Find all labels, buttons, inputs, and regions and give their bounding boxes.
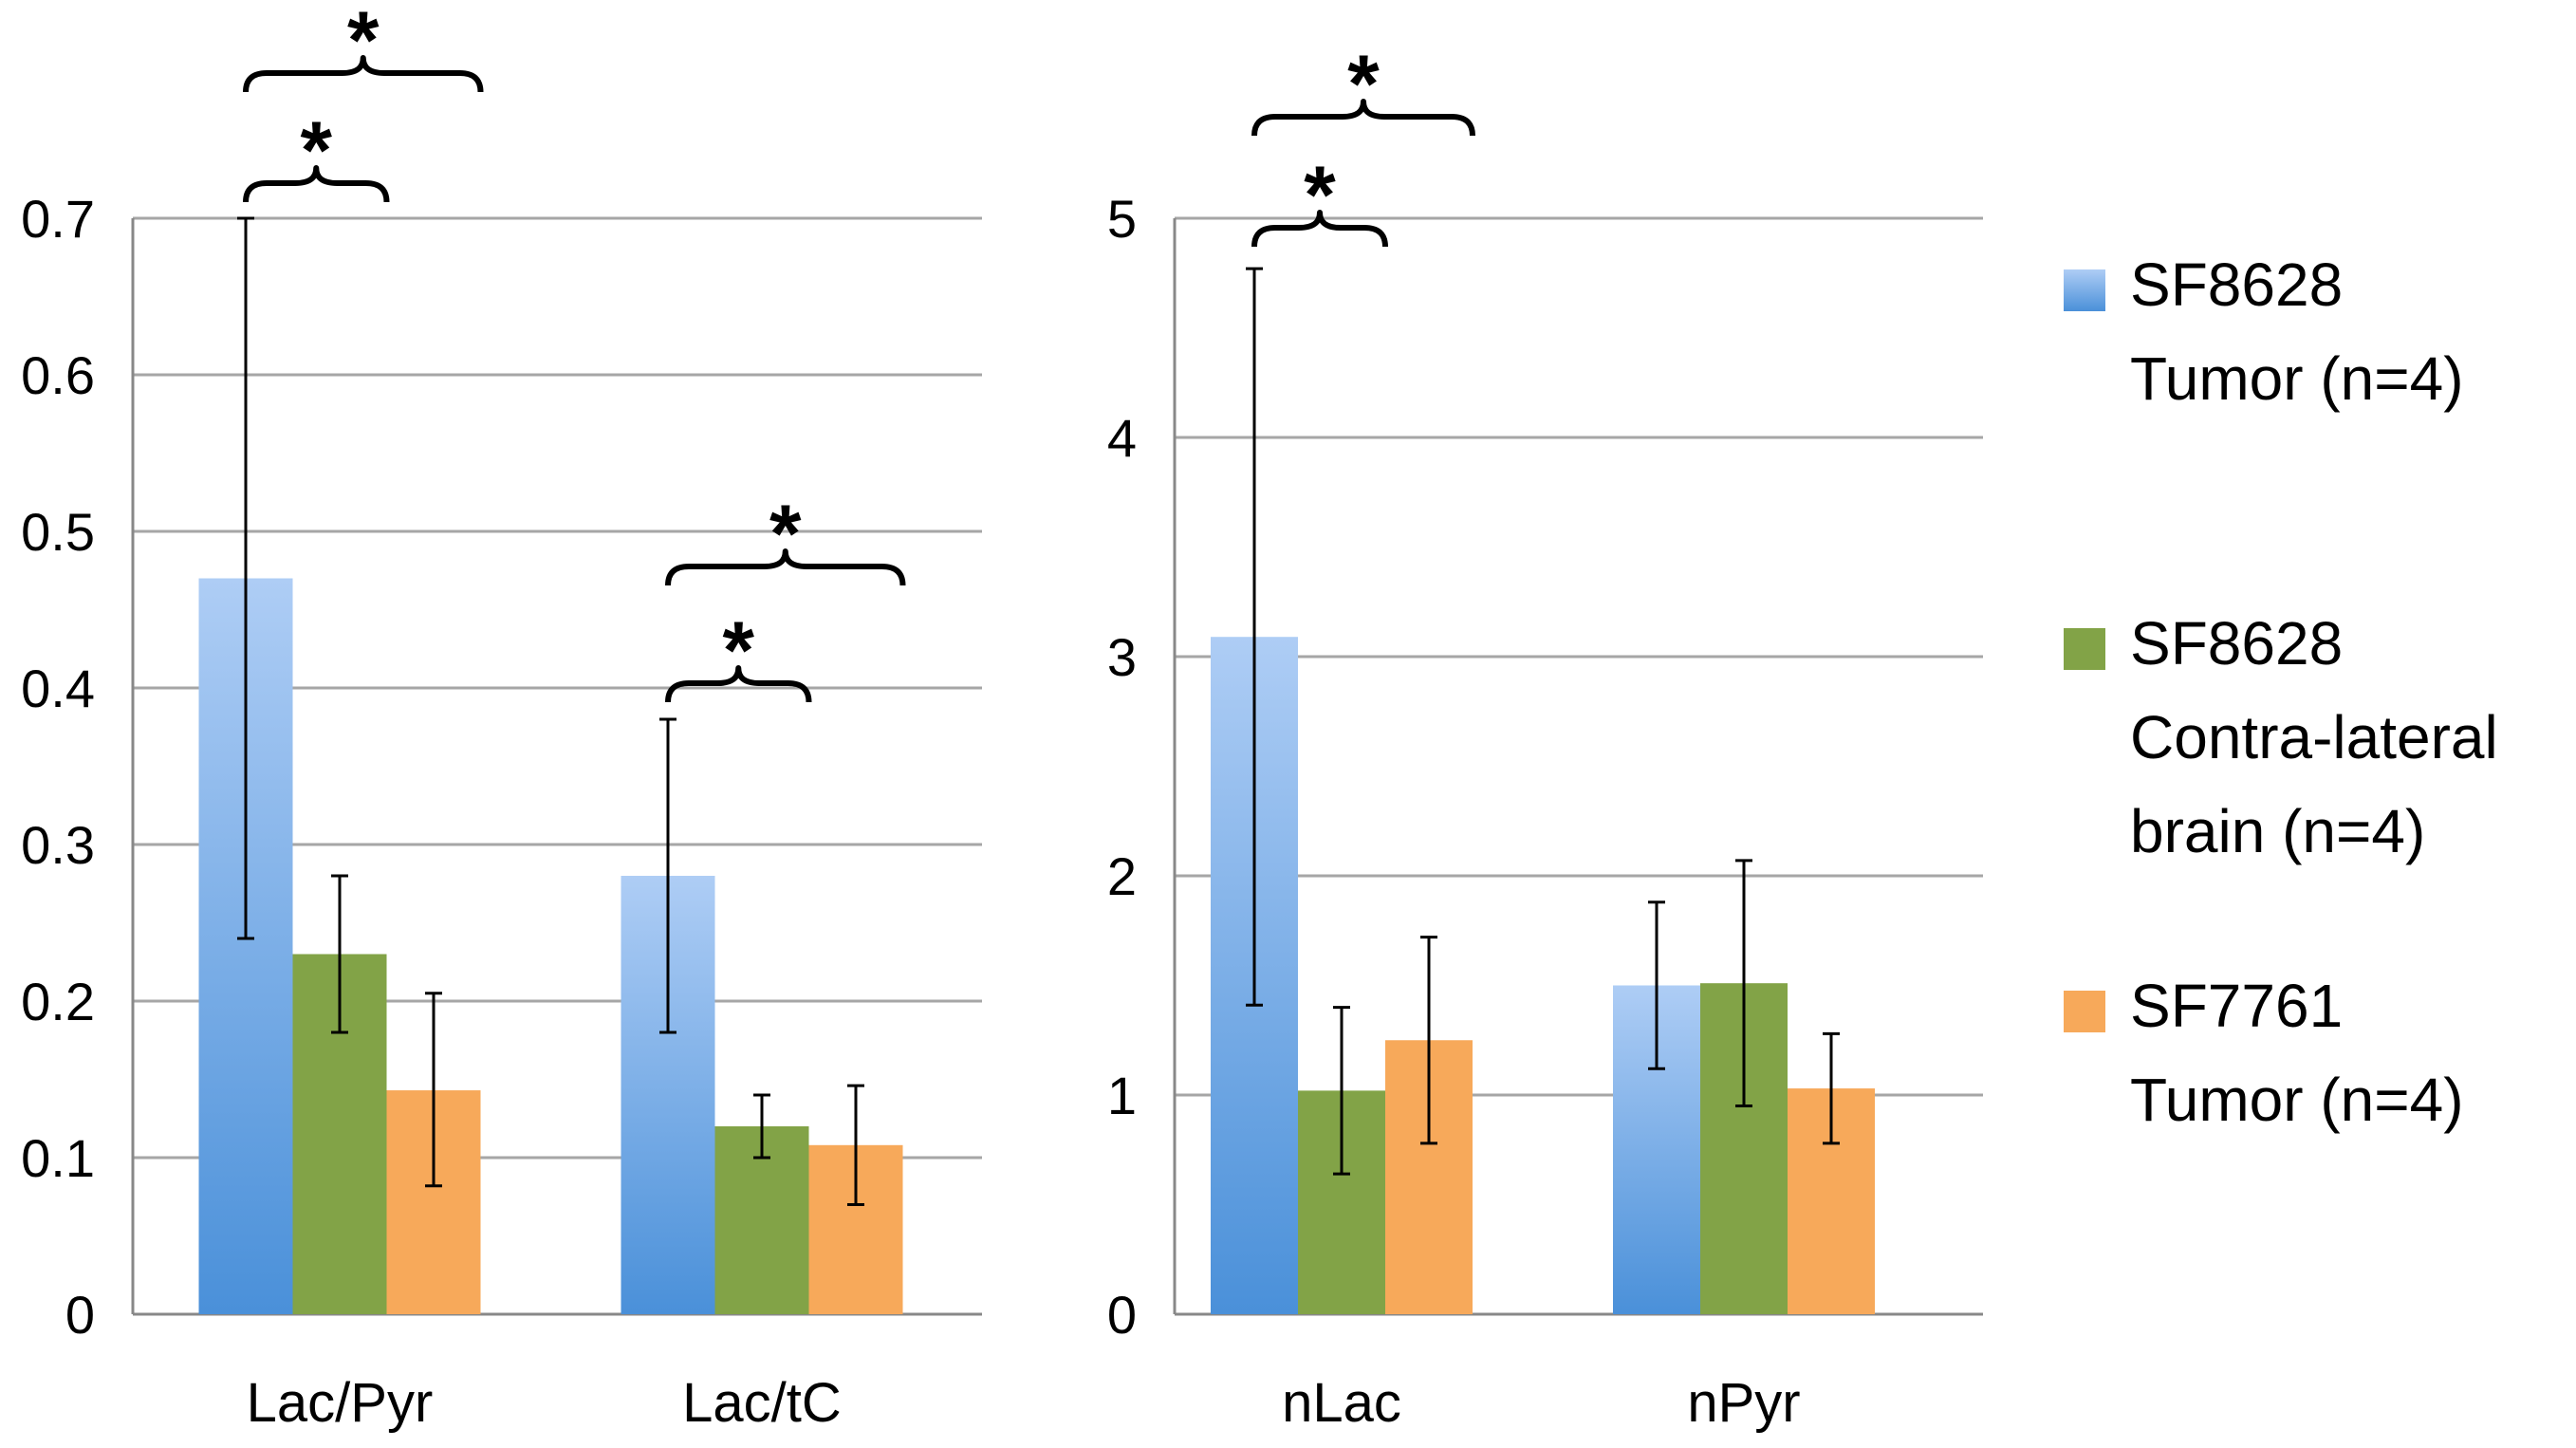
x-category-label: nPyr [1687, 1372, 1800, 1434]
y-tick-label: 0.6 [21, 345, 95, 405]
significance-brace [1251, 99, 1475, 137]
legend-label: Tumor (n=4) [2130, 344, 2464, 413]
legend-label: Contra-lateral [2130, 703, 2498, 771]
legend: SF8628 Tumor (n=4) SF8628 Contra-lateral bra… [2064, 251, 2498, 1134]
y-tick-label: 0 [65, 1285, 95, 1345]
significance-asterisk: * [347, 0, 380, 86]
legend-label: SF8628 [2130, 609, 2343, 678]
y-tick-label: 0 [1107, 1285, 1137, 1345]
significance-asterisk: * [1304, 150, 1336, 241]
legend-label: SF8628 [2130, 251, 2343, 319]
legend-swatch [2064, 269, 2105, 311]
significance-asterisk: * [769, 489, 802, 580]
y-tick-label: 4 [1107, 408, 1137, 468]
legend-label: SF7761 [2130, 972, 2343, 1040]
y-tick-label: 0.7 [21, 189, 95, 249]
legend-label: Tumor (n=4) [2130, 1066, 2464, 1134]
legend-label: brain (n=4) [2130, 797, 2425, 865]
y-tick-label: 0.5 [21, 502, 95, 562]
y-tick-label: 0.1 [21, 1128, 95, 1188]
y-tick-label: 2 [1107, 846, 1137, 906]
significance-brace [665, 665, 812, 703]
significance-asterisk: * [301, 105, 333, 196]
significance-brace [243, 165, 390, 203]
y-tick-label: 5 [1107, 189, 1137, 249]
x-category-label: nLac [1282, 1372, 1401, 1434]
x-category-label: Lac/Pyr [247, 1372, 434, 1434]
significance-brace [1251, 210, 1388, 248]
significance-brace [665, 548, 906, 586]
significance-brace [243, 55, 484, 93]
x-category-label: Lac/tC [682, 1372, 842, 1434]
y-tick-label: 0.4 [21, 659, 95, 718]
y-tick-label: 3 [1107, 627, 1137, 687]
y-tick-label: 0.3 [21, 815, 95, 875]
significance-asterisk: * [723, 605, 755, 696]
legend-swatch [2064, 991, 2105, 1032]
significance-asterisk: * [1347, 39, 1380, 130]
y-tick-label: 0.2 [21, 972, 95, 1031]
y-tick-label: 1 [1107, 1066, 1137, 1125]
panel-right-chart: 0 1 2 3 4 5 nLac nPyr ** [1107, 39, 1983, 1434]
legend-swatch [2064, 628, 2105, 670]
